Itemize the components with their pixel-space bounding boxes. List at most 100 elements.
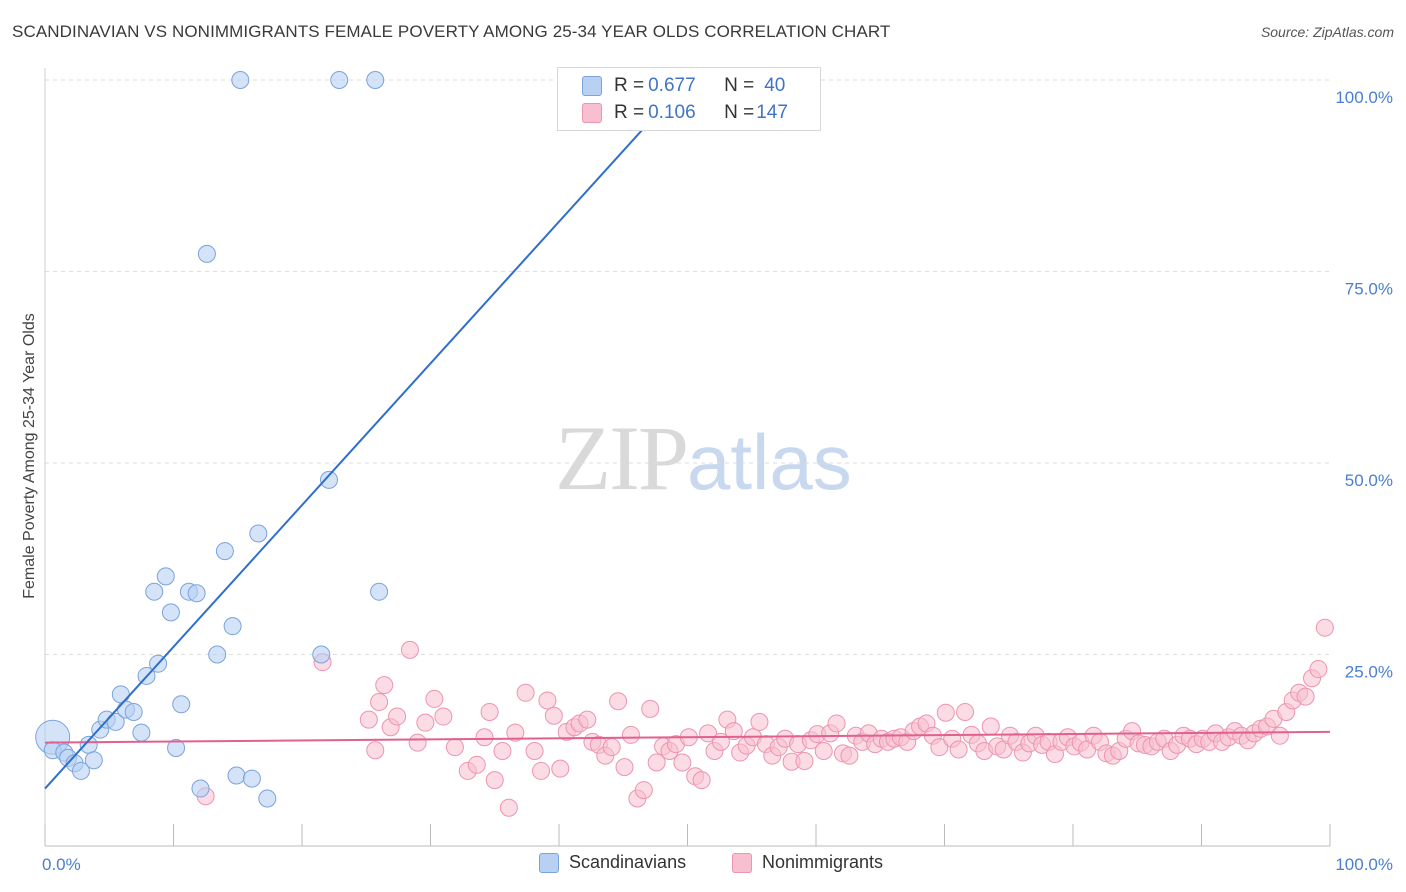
chart-title: SCANDINAVIAN VS NONIMMIGRANTS FEMALE POV…	[12, 22, 891, 41]
nonimmigrants-point	[538, 691, 557, 710]
nonimmigrants-point	[930, 738, 949, 757]
legend-item-nonimmigrants: Nonimmigrants	[732, 852, 883, 873]
nonimmigrants-point	[814, 742, 833, 761]
scandinavians-point	[132, 723, 151, 742]
grid	[45, 79, 1330, 655]
nonimmigrants-point	[434, 707, 453, 726]
scandinavians-point	[227, 766, 246, 785]
nonimmigrants-point	[467, 755, 486, 774]
nonimmigrants-point	[641, 699, 660, 718]
scandinavians-point	[172, 695, 191, 714]
nonimmigrants-point	[375, 676, 394, 695]
scandinavians-point	[191, 779, 210, 798]
source-label: Source: ZipAtlas.com	[1260, 24, 1394, 40]
legend-row-nonimmigrants: R = 0.106 N = 147	[582, 100, 788, 126]
nonimmigrants-point	[480, 702, 499, 721]
scandinavians-point	[258, 789, 277, 808]
nonimmigrants-point	[673, 753, 692, 772]
scandinavians-point	[197, 244, 216, 263]
scandinavians-point	[71, 761, 90, 780]
nonimmigrants-point	[493, 742, 512, 761]
legend-r-value: 0.677	[648, 75, 696, 96]
y-axis-title: Female Poverty Among 25-34 Year Olds	[21, 313, 38, 599]
watermark-atlas: atlas	[687, 418, 852, 506]
nonimmigrants-point	[578, 710, 597, 729]
scandinavians-point	[167, 738, 186, 757]
legend-row-scandinavians: R = 0.677 N = 40	[582, 73, 785, 99]
scandinavians-point	[319, 470, 338, 489]
scandinavians-swatch	[539, 852, 559, 873]
scandinavians-point	[223, 617, 242, 636]
legend-n-value: 40	[764, 75, 786, 96]
nonimmigrants-point	[370, 692, 389, 711]
nonimmigrants-point	[445, 738, 464, 757]
y-tick-label: 100.0%	[1335, 88, 1393, 107]
nonimmigrants-point	[949, 740, 968, 759]
scandinavians-point	[84, 751, 103, 770]
scandinavians-point	[249, 524, 268, 543]
y-tick-label: 75.0%	[1345, 280, 1393, 299]
watermark-zip: ZIP	[555, 407, 689, 509]
legend-r-label: R =	[614, 102, 645, 123]
nonimmigrants-point	[692, 771, 711, 790]
y-tick-label: 50.0%	[1345, 471, 1393, 490]
nonimmigrants-point	[956, 702, 975, 721]
series-legend: Scandinavians Nonimmigrants	[0, 852, 1406, 878]
legend-label: Nonimmigrants	[762, 852, 884, 872]
nonimmigrants-point	[544, 706, 563, 725]
legend-r-value: 0.106	[648, 102, 696, 123]
nonimmigrants-point	[525, 742, 544, 761]
nonimmigrants-point	[750, 712, 769, 731]
scandinavians-point	[366, 71, 385, 89]
nonimmigrants-point	[485, 771, 504, 790]
nonimmigrants-point	[506, 723, 525, 742]
nonimmigrants-point	[516, 683, 535, 702]
legend-r-label: R =	[614, 75, 645, 96]
nonimmigrants-point	[647, 753, 666, 772]
scandinavians-point	[370, 582, 389, 601]
x-tick-label: 100.0%	[1335, 855, 1393, 874]
nonimmigrants-point	[551, 759, 570, 778]
scandinavians-point	[242, 769, 261, 788]
correlation-legend: R = 0.677 N = 40 R = 0.106 N = 147	[557, 67, 821, 131]
nonimmigrants-points	[196, 618, 1334, 817]
nonimmigrants-point	[615, 758, 634, 777]
scandinavians-point	[312, 645, 331, 664]
scandinavians-point	[124, 702, 143, 721]
scandinavians-point	[208, 645, 227, 664]
trend-lines	[44, 79, 1331, 790]
nonimmigrants-point	[724, 722, 743, 741]
nonimmigrants-point	[475, 728, 494, 747]
nonimmigrants-point	[425, 689, 444, 708]
nonimmigrants-swatch	[582, 103, 602, 123]
scandinavians-trend-line	[44, 79, 689, 790]
legend-n-value: 147	[756, 102, 788, 123]
x-tick-label: 0.0%	[42, 855, 81, 874]
nonimmigrants-point	[1309, 660, 1328, 679]
nonimmigrants-point	[827, 714, 846, 733]
scandinavians-point	[187, 584, 206, 603]
axes	[44, 68, 1331, 847]
nonimmigrants-point	[388, 707, 407, 726]
scandinavians-point	[145, 582, 164, 601]
nonimmigrants-point	[936, 703, 955, 722]
nonimmigrants-trend-line	[44, 730, 1331, 744]
nonimmigrants-point	[602, 738, 621, 757]
nonimmigrants-point	[408, 733, 427, 752]
legend-item-scandinavians: Scandinavians	[539, 852, 686, 873]
nonimmigrants-point	[499, 798, 518, 817]
scandinavians-point	[231, 71, 250, 89]
scandinavians-swatch	[582, 76, 602, 96]
scandinavians-point	[106, 712, 125, 731]
legend-n-label: N =	[724, 75, 755, 96]
nonimmigrants-point	[1315, 618, 1334, 637]
nonimmigrants-point	[400, 640, 419, 659]
nonimmigrants-point	[634, 781, 653, 800]
scandinavians-point	[330, 71, 349, 89]
nonimmigrants-point	[981, 717, 1000, 736]
nonimmigrants-point	[366, 741, 385, 760]
y-tick-label: 25.0%	[1345, 663, 1393, 682]
scandinavians-point	[161, 603, 180, 622]
legend-label: Scandinavians	[569, 852, 687, 872]
